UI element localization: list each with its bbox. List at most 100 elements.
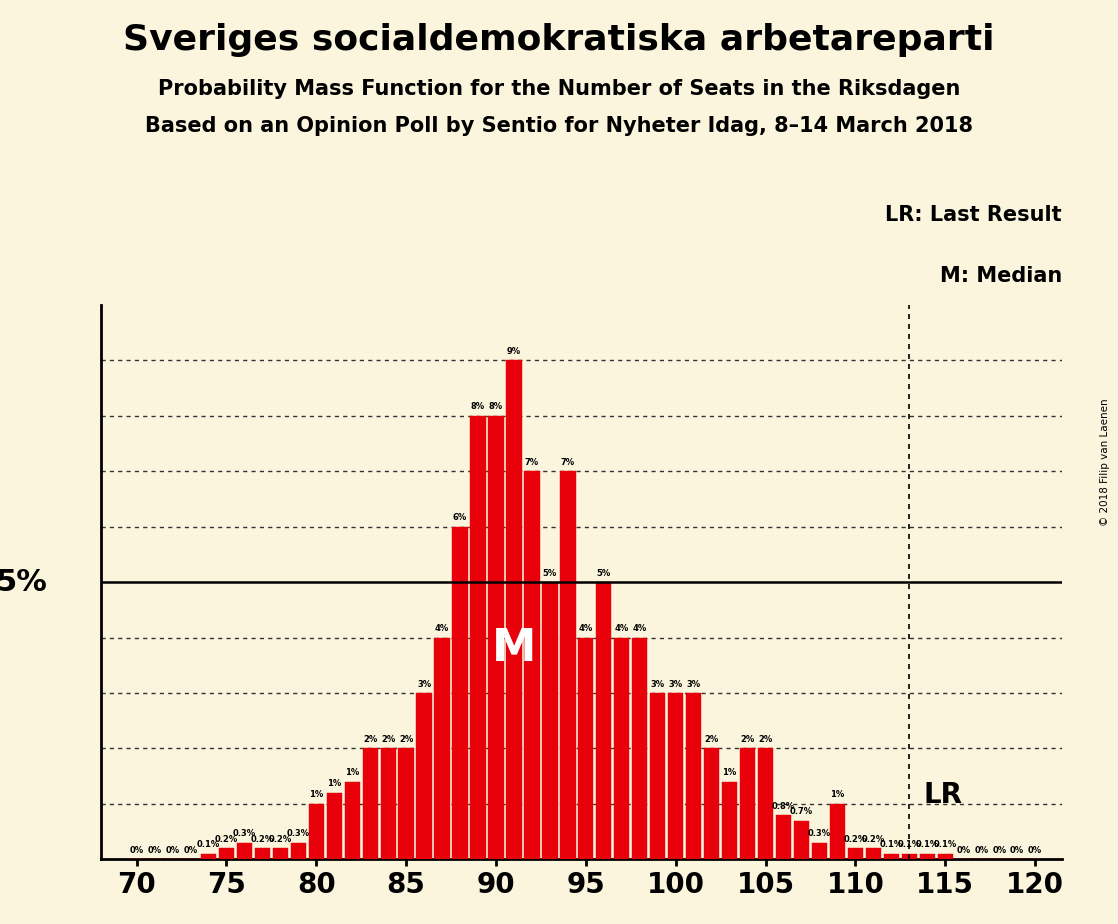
Bar	[883, 854, 899, 859]
Bar	[776, 815, 792, 859]
Text: 3%: 3%	[417, 679, 432, 688]
Text: 0.1%: 0.1%	[880, 840, 903, 849]
Bar	[722, 782, 737, 859]
Text: 9%: 9%	[506, 346, 521, 356]
Bar	[398, 748, 414, 859]
Bar	[812, 843, 827, 859]
Text: 2%: 2%	[399, 735, 414, 744]
Text: M: Median: M: Median	[940, 266, 1062, 286]
Text: © 2018 Filip van Laenen: © 2018 Filip van Laenen	[1100, 398, 1109, 526]
Bar	[704, 748, 719, 859]
Bar	[344, 782, 360, 859]
Bar	[524, 471, 540, 859]
Text: 0%: 0%	[165, 845, 180, 855]
Text: 0%: 0%	[148, 845, 162, 855]
Text: 0.2%: 0.2%	[844, 834, 868, 844]
Text: 0%: 0%	[183, 845, 198, 855]
Bar	[255, 848, 271, 859]
Text: 2%: 2%	[363, 735, 377, 744]
Bar	[417, 693, 432, 859]
Text: 3%: 3%	[669, 679, 683, 688]
Text: M: M	[492, 627, 537, 670]
Text: 2%: 2%	[740, 735, 755, 744]
Bar	[938, 854, 953, 859]
Text: 1%: 1%	[310, 790, 323, 799]
Bar	[902, 854, 917, 859]
Text: 7%: 7%	[561, 457, 575, 467]
Text: 0.1%: 0.1%	[197, 840, 220, 849]
Bar	[614, 638, 629, 859]
Bar	[362, 748, 378, 859]
Text: 8%: 8%	[471, 402, 485, 411]
Bar	[632, 638, 647, 859]
Text: 3%: 3%	[651, 679, 665, 688]
Text: LR: Last Result: LR: Last Result	[885, 205, 1062, 225]
Text: 0%: 0%	[974, 845, 988, 855]
Text: 0%: 0%	[1010, 845, 1024, 855]
Bar	[489, 416, 503, 859]
Text: 7%: 7%	[524, 457, 539, 467]
Text: 4%: 4%	[435, 624, 449, 633]
Bar	[291, 843, 306, 859]
Bar	[273, 848, 288, 859]
Text: 0.1%: 0.1%	[898, 840, 921, 849]
Bar	[560, 471, 576, 859]
Text: 0.2%: 0.2%	[215, 834, 238, 844]
Bar	[542, 582, 558, 859]
Text: 3%: 3%	[686, 679, 701, 688]
Bar	[669, 693, 683, 859]
Text: 4%: 4%	[615, 624, 629, 633]
Bar	[865, 848, 881, 859]
Bar	[920, 854, 935, 859]
Bar	[435, 638, 449, 859]
Text: Based on an Opinion Poll by Sentio for Nyheter Idag, 8–14 March 2018: Based on an Opinion Poll by Sentio for N…	[145, 116, 973, 136]
Text: 0.1%: 0.1%	[916, 840, 939, 849]
Bar	[578, 638, 594, 859]
Bar	[596, 582, 612, 859]
Bar	[201, 854, 216, 859]
Text: 0%: 0%	[992, 845, 1006, 855]
Text: 4%: 4%	[633, 624, 647, 633]
Text: 5%: 5%	[597, 568, 610, 578]
Bar	[830, 804, 845, 859]
Text: 5%: 5%	[542, 568, 557, 578]
Bar	[506, 360, 522, 859]
Text: 0%: 0%	[1029, 845, 1042, 855]
Bar	[650, 693, 665, 859]
Text: 8%: 8%	[489, 402, 503, 411]
Text: 0.1%: 0.1%	[934, 840, 957, 849]
Text: 1%: 1%	[722, 768, 737, 777]
Bar	[380, 748, 396, 859]
Bar	[471, 416, 485, 859]
Text: 0.2%: 0.2%	[268, 834, 292, 844]
Bar	[237, 843, 252, 859]
Bar	[847, 848, 863, 859]
Text: Sveriges socialdemokratiska arbetareparti: Sveriges socialdemokratiska arbetarepart…	[123, 23, 995, 57]
Text: 0%: 0%	[956, 845, 970, 855]
Text: LR: LR	[923, 782, 963, 809]
Text: 6%: 6%	[453, 513, 467, 522]
Bar	[794, 821, 809, 859]
Text: 4%: 4%	[579, 624, 593, 633]
Text: 0.7%: 0.7%	[790, 807, 813, 816]
Bar	[758, 748, 774, 859]
Text: 1%: 1%	[345, 768, 359, 777]
Text: 0.3%: 0.3%	[286, 829, 310, 838]
Bar	[219, 848, 234, 859]
Bar	[326, 793, 342, 859]
Bar	[453, 527, 467, 859]
Bar	[686, 693, 701, 859]
Text: 2%: 2%	[704, 735, 719, 744]
Text: 1%: 1%	[831, 790, 844, 799]
Text: 0%: 0%	[130, 845, 143, 855]
Text: 5%: 5%	[0, 567, 48, 597]
Text: 2%: 2%	[758, 735, 773, 744]
Text: 0.3%: 0.3%	[233, 829, 256, 838]
Text: 0.2%: 0.2%	[862, 834, 885, 844]
Text: 0.2%: 0.2%	[250, 834, 274, 844]
Text: 0.3%: 0.3%	[808, 829, 831, 838]
Bar	[740, 748, 756, 859]
Text: Probability Mass Function for the Number of Seats in the Riksdagen: Probability Mass Function for the Number…	[158, 79, 960, 99]
Text: 0.8%: 0.8%	[771, 801, 795, 810]
Bar	[309, 804, 324, 859]
